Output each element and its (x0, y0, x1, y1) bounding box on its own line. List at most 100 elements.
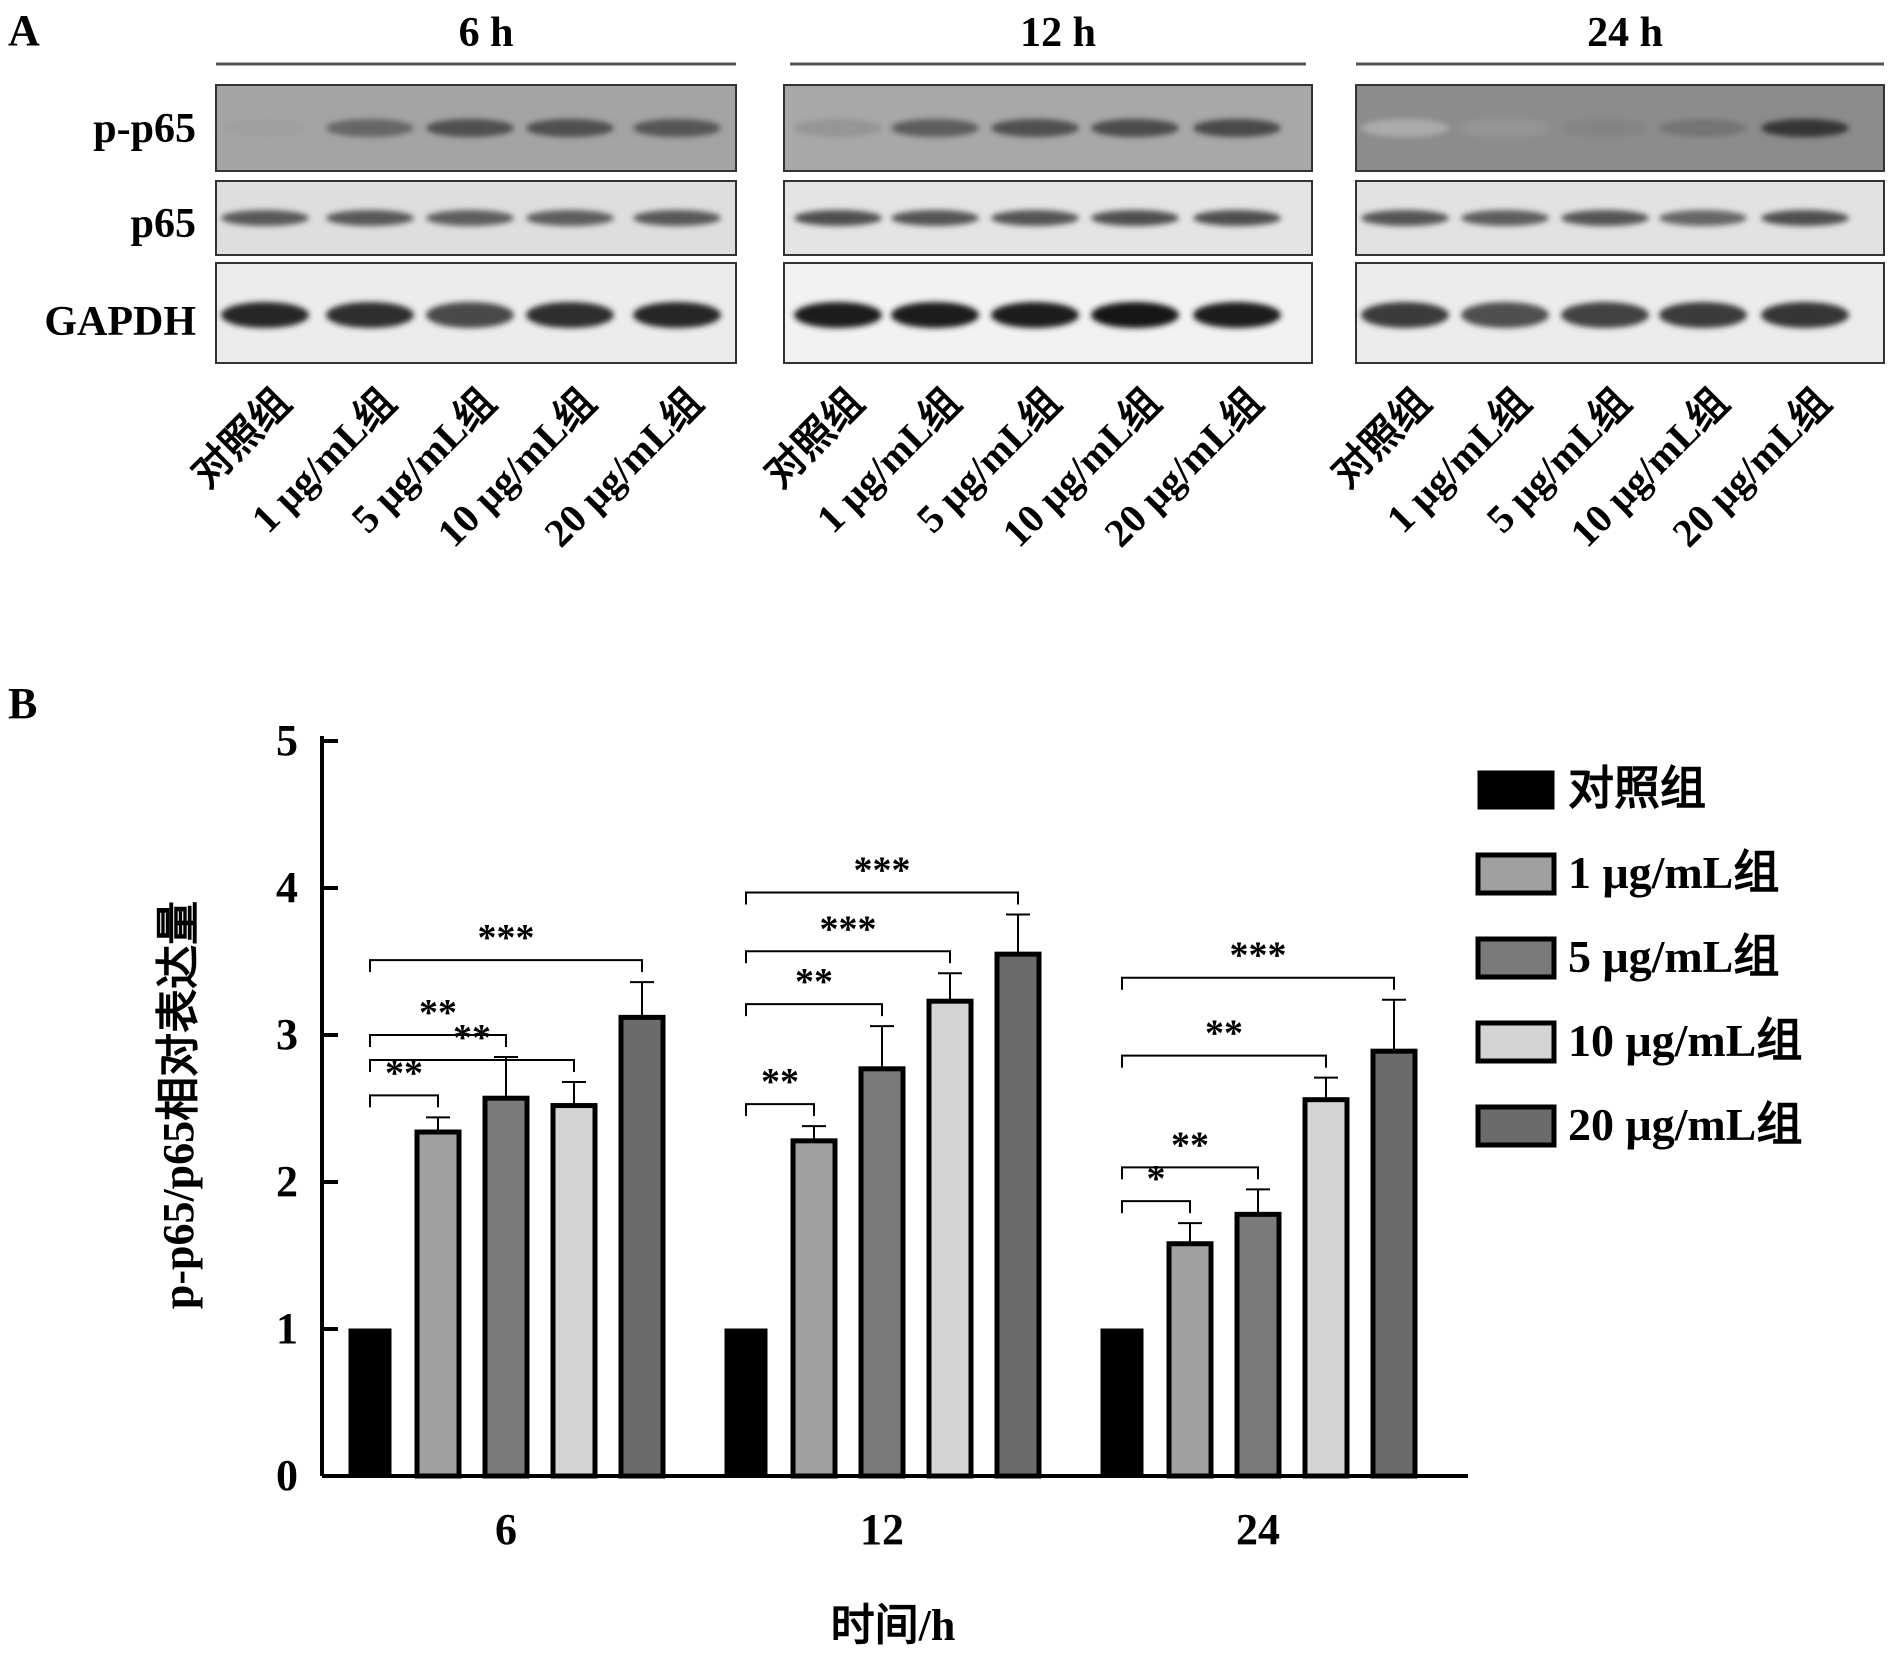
blot-band (1361, 119, 1449, 137)
time-header-label: 6 h (459, 10, 514, 56)
bar (1370, 1048, 1418, 1479)
blot-band (1761, 302, 1849, 328)
bar (790, 1138, 838, 1479)
blot-band (1561, 210, 1649, 226)
blot-band (526, 119, 614, 137)
chart-legend: 对照组 1 μg/mL组 5 μg/mL组 10 μg/mL组 20 μg/mL组 (1475, 763, 1802, 1150)
panel-b-label: B (8, 679, 37, 728)
legend-label: 10 μg/mL组 (1568, 1015, 1802, 1066)
legend-label: 5 μg/mL组 (1568, 931, 1779, 982)
blot-band (991, 119, 1079, 137)
y-tick-label: 0 (276, 1451, 298, 1500)
significance-bracket (369, 1059, 575, 1073)
significance-bracket (1121, 1054, 1327, 1068)
significance-label: ** (795, 961, 833, 1003)
bar (1166, 1241, 1214, 1479)
significance-brackets: *************************** (369, 849, 1395, 1214)
blot-band (891, 119, 979, 137)
significance-bracket (1121, 1200, 1191, 1214)
blot-band (1561, 302, 1649, 328)
significance-label: ** (1171, 1124, 1209, 1166)
y-tick-label: 3 (276, 1010, 298, 1059)
blot-band (426, 302, 514, 328)
legend-label: 对照组 (1568, 763, 1706, 814)
bar (994, 951, 1042, 1479)
row-label: GAPDH (44, 299, 196, 345)
blot-band (526, 210, 614, 226)
significance-bracket (1121, 976, 1395, 990)
blot-band (1461, 302, 1549, 328)
significance-label: ** (385, 1052, 423, 1094)
bar (550, 1103, 598, 1479)
chart-bars: 6 12 24 (348, 913, 1418, 1554)
significance-label: ** (453, 1017, 491, 1059)
bar (348, 1328, 392, 1477)
blot-band (326, 119, 414, 137)
significance-bracket (745, 1103, 815, 1117)
blot-band (526, 302, 614, 328)
y-tick-label: 1 (276, 1304, 298, 1353)
blot-band (1361, 210, 1449, 226)
blot-band (426, 119, 514, 137)
significance-label: ** (419, 992, 457, 1034)
significance-bracket (369, 1094, 439, 1108)
blot-band (221, 210, 309, 226)
bar (414, 1129, 462, 1479)
blot-band (633, 119, 721, 137)
blot-band (1659, 210, 1747, 226)
significance-label: *** (820, 908, 877, 950)
blot-band (326, 302, 414, 328)
blot-band (426, 210, 514, 226)
significance-label: *** (1230, 935, 1287, 977)
row-label: p-p65 (93, 106, 196, 152)
blot-band (1091, 210, 1179, 226)
row-label: p65 (131, 201, 196, 247)
blot-band (794, 119, 882, 137)
legend-label: 20 μg/mL组 (1568, 1099, 1802, 1150)
y-tick-label: 2 (276, 1157, 298, 1206)
blot-band (1193, 302, 1281, 328)
blot-band (794, 210, 882, 226)
blot-band (1761, 210, 1849, 226)
blot-band (1659, 119, 1747, 137)
x-axis-label: 时间/h (831, 1601, 956, 1650)
significance-bracket (1121, 1166, 1259, 1180)
significance-label: ** (761, 1061, 799, 1103)
blot-band (1193, 119, 1281, 137)
blot-band (221, 302, 309, 328)
bar (1302, 1097, 1350, 1479)
blot-band (1091, 302, 1179, 328)
blot-band (633, 302, 721, 328)
bar (724, 1328, 768, 1477)
legend-swatch (1475, 852, 1557, 896)
blot-band (1461, 119, 1549, 137)
blot-band (633, 210, 721, 226)
x-tick-label: 6 (495, 1505, 517, 1554)
bar (926, 998, 974, 1479)
significance-label: * (1147, 1158, 1166, 1200)
blot-band (991, 302, 1079, 328)
y-tick-label: 5 (276, 716, 298, 765)
legend-swatch (1475, 1104, 1557, 1148)
panel-a-label: A (8, 6, 40, 55)
legend-swatch (1477, 770, 1555, 810)
x-tick-label: 24 (1236, 1505, 1280, 1554)
legend-label: 1 μg/mL组 (1568, 847, 1779, 898)
blot-band (891, 210, 979, 226)
significance-label: *** (478, 917, 535, 959)
blot-band (991, 210, 1079, 226)
legend-swatch (1475, 1020, 1557, 1064)
bar (1234, 1211, 1282, 1479)
significance-bracket (745, 1003, 883, 1017)
blot-band (1461, 210, 1549, 226)
blot-band (794, 302, 882, 328)
y-tick-label: 4 (276, 863, 298, 912)
y-axis-label: p-p65/p65相对表达量 (154, 901, 203, 1309)
blot-band (1561, 119, 1649, 137)
blot-band (1091, 119, 1179, 137)
blot-band (326, 210, 414, 226)
significance-bracket (745, 891, 1019, 905)
legend-swatch (1475, 936, 1557, 980)
